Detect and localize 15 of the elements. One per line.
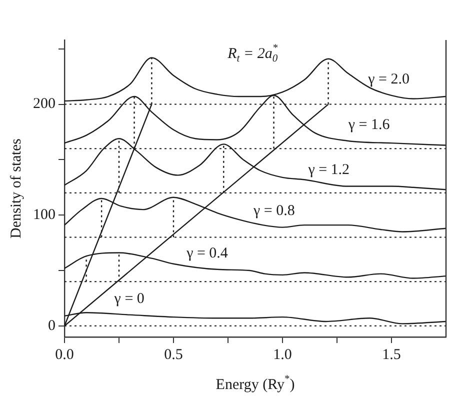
series-label: γ = 1.2 — [307, 162, 350, 178]
x-tick-label: 1.5 — [382, 346, 401, 363]
series-label: γ = 0 — [113, 290, 144, 307]
x-axis-title: Energy (Ry*) — [216, 374, 295, 393]
series-label: γ = 2.0 — [367, 71, 410, 88]
y-tick-label: 200 — [33, 96, 56, 112]
y-tick-label: 100 — [33, 207, 56, 224]
x-tick-label: 0.0 — [55, 346, 74, 363]
y-tick-label: 0 — [48, 318, 56, 334]
series-label: γ = 1.6 — [347, 116, 390, 133]
series-label: γ = 0.8 — [252, 203, 295, 220]
series-label: γ = 0.4 — [186, 245, 228, 262]
y-axis-title: Density of states — [8, 138, 24, 238]
x-tick-label: 0.5 — [164, 346, 183, 363]
x-tick-label: 1.0 — [273, 346, 292, 363]
